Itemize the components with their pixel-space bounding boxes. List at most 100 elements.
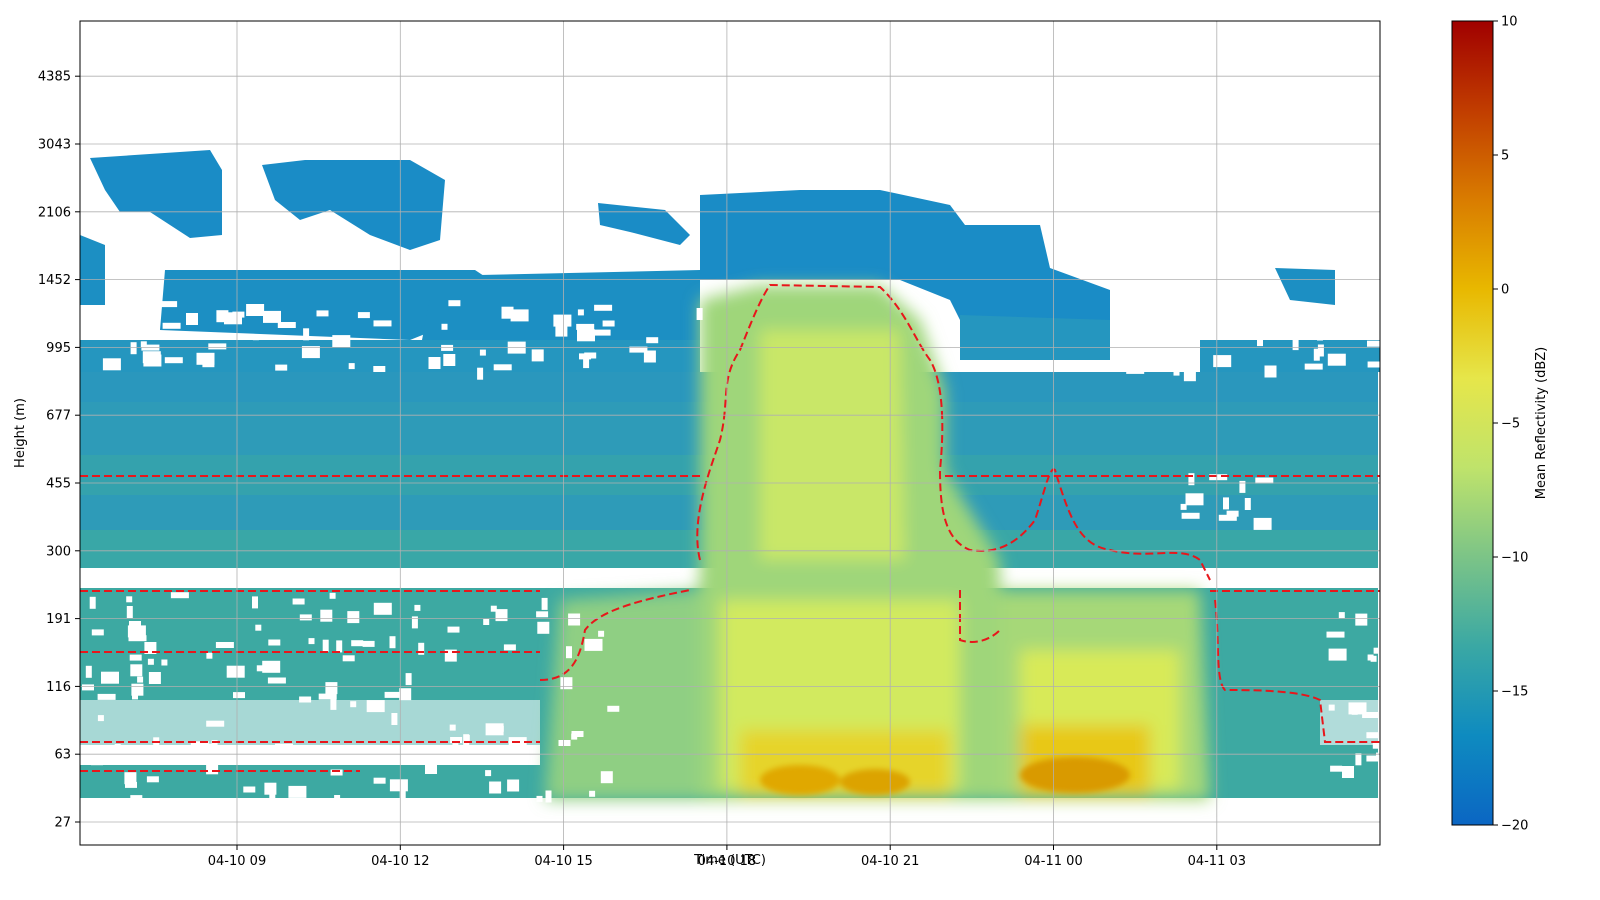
missing-cell <box>126 596 133 603</box>
missing-cell <box>1253 517 1272 530</box>
missing-cell <box>130 795 143 802</box>
grid <box>80 21 1380 845</box>
missing-cell <box>536 795 543 802</box>
missing-cell <box>137 676 144 683</box>
missing-cell <box>366 700 385 713</box>
plot-frame <box>79 20 1381 846</box>
missing-cell <box>600 771 613 784</box>
missing-cell <box>1328 704 1335 711</box>
missing-cell <box>479 349 486 356</box>
y-tick-label: 116 <box>46 680 71 695</box>
missing-cell <box>1171 329 1183 336</box>
y-tick-label: 3043 <box>38 138 71 153</box>
convective-region <box>760 330 905 560</box>
missing-cell <box>140 341 147 348</box>
missing-cell <box>1376 301 1380 314</box>
contour-line <box>539 589 691 681</box>
y-axis-label: Height (m) <box>13 398 28 468</box>
missing-cell <box>1173 363 1180 376</box>
missing-cell <box>1376 752 1380 759</box>
missing-cell <box>1134 344 1147 356</box>
missing-cell <box>301 346 320 359</box>
missing-cell <box>1117 342 1136 355</box>
y-axis: 27 63 116 191 300 455 677 995 1452 2106 3043 4385 <box>38 70 80 831</box>
missing-cell <box>348 363 355 370</box>
missing-cell <box>127 625 146 638</box>
missing-cell <box>1239 480 1246 493</box>
missing-cell <box>1183 369 1196 382</box>
missing-cell <box>1213 355 1232 368</box>
missing-cell <box>1355 753 1362 766</box>
missing-cell <box>196 352 215 365</box>
y-tick-label: 2106 <box>38 205 71 220</box>
missing-cell <box>97 693 116 700</box>
missing-cell <box>267 677 286 684</box>
missing-cell <box>1257 334 1263 347</box>
missing-cell <box>1370 655 1377 662</box>
missing-cell <box>1255 477 1274 484</box>
missing-cell <box>1373 647 1380 654</box>
missing-cell <box>1372 742 1380 749</box>
missing-cell <box>1249 313 1262 326</box>
missing-cell <box>373 602 392 615</box>
missing-cell <box>1378 649 1380 662</box>
missing-cell <box>555 324 568 337</box>
y-tick-label: 1452 <box>38 273 71 288</box>
missing-cell <box>545 790 552 803</box>
y-tick-label: 4385 <box>38 70 71 85</box>
missing-cell <box>1326 631 1345 638</box>
missing-cell <box>1117 314 1130 321</box>
missing-cell <box>206 720 225 727</box>
missing-cell <box>97 715 104 722</box>
x-tick-label: 04-10 15 <box>534 854 592 869</box>
cloud-region <box>90 150 222 238</box>
missing-cell <box>252 334 259 341</box>
missing-cell <box>1223 497 1229 510</box>
y-tick-label: 63 <box>54 748 71 763</box>
missing-cell <box>536 611 549 618</box>
missing-cell <box>1313 348 1320 361</box>
missing-cell <box>263 310 281 323</box>
colorbar-axis: 10 5 0 −5 −10 −15 −20 <box>1493 15 1528 834</box>
missing-cell <box>389 779 408 792</box>
missing-cell <box>1209 474 1228 481</box>
missing-cell <box>246 304 265 316</box>
missing-cell <box>389 636 396 649</box>
cloud-region <box>598 203 690 245</box>
colorbar-tick-label: −5 <box>1501 417 1520 432</box>
missing-cell <box>448 300 461 307</box>
missing-cell <box>592 329 611 336</box>
missing-cell <box>1328 648 1347 661</box>
missing-cell <box>289 754 308 761</box>
missing-cell <box>1229 312 1236 325</box>
missing-cell <box>450 737 463 743</box>
missing-cell <box>288 785 307 798</box>
missing-cell <box>362 640 375 647</box>
missing-cell <box>143 354 162 367</box>
missing-cell <box>268 639 281 646</box>
missing-cell <box>164 750 177 757</box>
missing-cell <box>125 781 137 788</box>
core-region <box>1020 757 1130 793</box>
missing-cell <box>303 328 310 341</box>
missing-cell <box>463 734 470 747</box>
missing-cell <box>252 596 258 609</box>
missing-cell <box>428 357 441 369</box>
missing-cell <box>128 635 147 642</box>
missing-cell <box>1147 352 1166 365</box>
cloud-region <box>80 235 105 305</box>
missing-cell <box>206 762 219 775</box>
missing-cell <box>292 598 305 605</box>
missing-cell <box>146 776 159 783</box>
missing-cell <box>316 310 329 317</box>
missing-cell <box>1244 498 1251 510</box>
missing-cell <box>1330 765 1343 772</box>
missing-cell <box>531 349 544 362</box>
missing-cell <box>325 682 338 695</box>
missing-cell <box>447 626 460 633</box>
missing-cell <box>607 705 620 712</box>
missing-cell <box>696 308 703 320</box>
colorbar-tick-label: −20 <box>1501 819 1528 834</box>
missing-cell <box>264 782 277 795</box>
missing-cell <box>207 743 214 756</box>
